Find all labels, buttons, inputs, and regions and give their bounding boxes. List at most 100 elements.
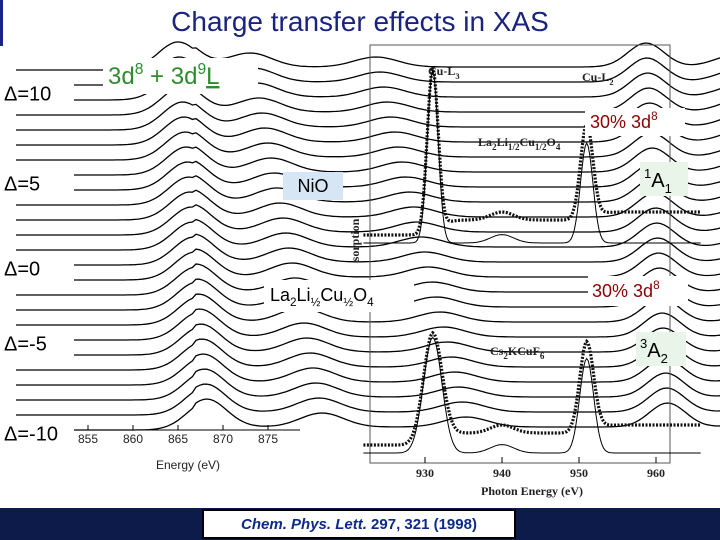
state-label-part: 1 bbox=[665, 181, 672, 196]
spectrum bbox=[16, 323, 720, 356]
spectrum bbox=[16, 160, 720, 191]
weight-label-part: 8 bbox=[653, 279, 660, 292]
spectrum bbox=[16, 175, 720, 206]
reference: 297, 321 (1998) bbox=[367, 516, 477, 533]
spectrum bbox=[16, 218, 720, 251]
config-label-part: + 3d bbox=[143, 63, 197, 90]
edge-label: Cu-L2 bbox=[582, 70, 614, 87]
state-label-part: 1 bbox=[644, 166, 651, 181]
x-tick-label: 860 bbox=[123, 432, 143, 446]
label-bg bbox=[640, 162, 688, 196]
compound-label-part: 1/2 bbox=[508, 142, 520, 152]
compound-label-part: La bbox=[478, 135, 492, 149]
compound-label-part: 6 bbox=[540, 351, 545, 361]
state-label-part: 2 bbox=[661, 351, 668, 366]
compound-label-part: 2 bbox=[503, 351, 508, 361]
state-label-part: A bbox=[651, 170, 665, 192]
citation: Chem. Phys. Lett. 297, 321 (1998) bbox=[241, 516, 477, 533]
state-label-part: A bbox=[647, 340, 661, 362]
citation-box bbox=[202, 509, 516, 539]
weight-label-part: 30% 3d bbox=[590, 112, 651, 132]
delta-label: Δ=-5 bbox=[4, 333, 47, 355]
config-label-part: L bbox=[206, 63, 219, 90]
nio-box bbox=[283, 172, 343, 200]
delta-box bbox=[0, 170, 74, 200]
spectrum bbox=[16, 146, 720, 176]
y-axis-label: sorption bbox=[348, 218, 362, 261]
delta-box bbox=[0, 255, 74, 285]
label-bg bbox=[588, 276, 688, 306]
x-axis-label: Photon Energy (eV) bbox=[481, 484, 583, 498]
compound-label: La2Li½Cu½O4 bbox=[270, 285, 374, 309]
spectrum bbox=[16, 248, 720, 281]
spectrum bbox=[16, 131, 720, 161]
compound-label-part: 1/2 bbox=[535, 142, 547, 152]
label-bg bbox=[103, 58, 258, 94]
nio-label: NiO bbox=[298, 176, 329, 196]
label-bg bbox=[264, 280, 414, 312]
compound-label-part: Li bbox=[297, 285, 311, 305]
x-axis-label: Energy (eV) bbox=[156, 458, 220, 472]
spectrum bbox=[16, 368, 720, 401]
compound-label-part: 2 bbox=[290, 296, 297, 309]
x-tick-label: 940 bbox=[493, 466, 511, 480]
weight-label-part: 8 bbox=[651, 110, 658, 123]
experiment bbox=[363, 330, 701, 447]
compound-label-part: Cs bbox=[490, 344, 504, 358]
compound-label-part: ½ bbox=[343, 296, 353, 309]
spectrum bbox=[16, 278, 720, 311]
compound-label-part: O bbox=[547, 135, 556, 149]
x-tick-label: 875 bbox=[258, 432, 278, 446]
spectrum bbox=[16, 263, 720, 296]
compound-label-part: 2 bbox=[492, 142, 497, 152]
delta-label: Δ=-10 bbox=[4, 423, 58, 445]
delta-box bbox=[0, 80, 74, 110]
slide-title: Charge transfer effects in XAS bbox=[171, 6, 549, 37]
compound-label: La2Li1/2Cu1/2O4 bbox=[478, 135, 561, 152]
compound-label: Cs2KCuF6 bbox=[490, 344, 545, 361]
compound-label-part: 4 bbox=[367, 296, 374, 309]
weight-label: 30% 3d8 bbox=[590, 110, 658, 132]
spectrum bbox=[16, 353, 720, 386]
spectrum bbox=[16, 338, 720, 371]
x-tick-label: 865 bbox=[168, 432, 188, 446]
edge-label-part: 2 bbox=[609, 77, 613, 87]
compound-label-part: O bbox=[353, 285, 367, 305]
delta-label: Δ=5 bbox=[4, 173, 40, 195]
config-label-part: 3d bbox=[108, 63, 135, 90]
compound-label-part: ½ bbox=[311, 296, 321, 309]
plot-frame bbox=[369, 44, 671, 464]
state-label: 1A1 bbox=[644, 166, 672, 196]
delta-label: Δ=0 bbox=[4, 258, 40, 280]
calculation bbox=[363, 69, 701, 244]
delta-label: Δ=10 bbox=[4, 83, 51, 105]
edge-label-part: Cu-L bbox=[582, 70, 609, 84]
config-label-part: 9 bbox=[197, 61, 206, 78]
state-label: 3A2 bbox=[640, 336, 668, 366]
x-tick-label: 855 bbox=[78, 432, 98, 446]
spectrum bbox=[16, 398, 720, 431]
label-bg bbox=[636, 332, 686, 366]
delta-box bbox=[0, 420, 74, 450]
spectrum bbox=[16, 204, 720, 236]
compound-label-part: La bbox=[270, 285, 291, 305]
compound-label-part: Li bbox=[497, 135, 509, 149]
state-label-part: 3 bbox=[640, 336, 647, 351]
config-label-part: 8 bbox=[135, 61, 144, 78]
left-accent bbox=[0, 0, 3, 46]
weight-label-part: 30% 3d bbox=[592, 281, 653, 301]
x-tick-label: 930 bbox=[416, 466, 434, 480]
spectrum bbox=[16, 41, 720, 71]
x-tick-label: 960 bbox=[647, 466, 665, 480]
edge-label-part: Cu-L bbox=[428, 64, 455, 78]
compound-label-part: KCuF bbox=[508, 344, 540, 358]
delta-box bbox=[0, 330, 74, 360]
spectrum bbox=[16, 293, 720, 326]
edge-label-part: 3 bbox=[455, 71, 459, 81]
spectrum bbox=[16, 116, 720, 146]
spectrum bbox=[16, 233, 720, 266]
spectrum bbox=[16, 86, 720, 116]
calculation bbox=[363, 336, 701, 454]
compound-label-part: Cu bbox=[320, 285, 343, 305]
